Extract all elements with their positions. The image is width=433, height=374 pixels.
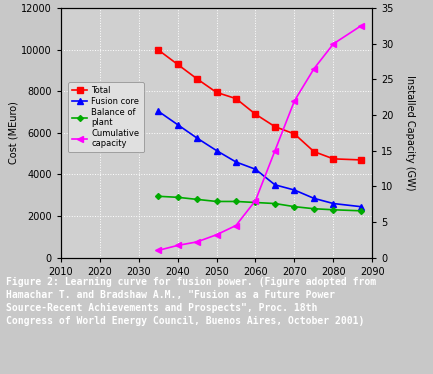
Legend: Total, Fusion core, Balance of
plant, Cumulative
capacity: Total, Fusion core, Balance of plant, Cu… [68,82,143,152]
Y-axis label: Installed Capacity (GW): Installed Capacity (GW) [405,75,415,191]
Y-axis label: Cost (MEuro): Cost (MEuro) [8,101,18,164]
Text: Figure 2: Learning curve for fusion power. (Figure adopted from
Hamachar T. and : Figure 2: Learning curve for fusion powe… [6,277,377,325]
